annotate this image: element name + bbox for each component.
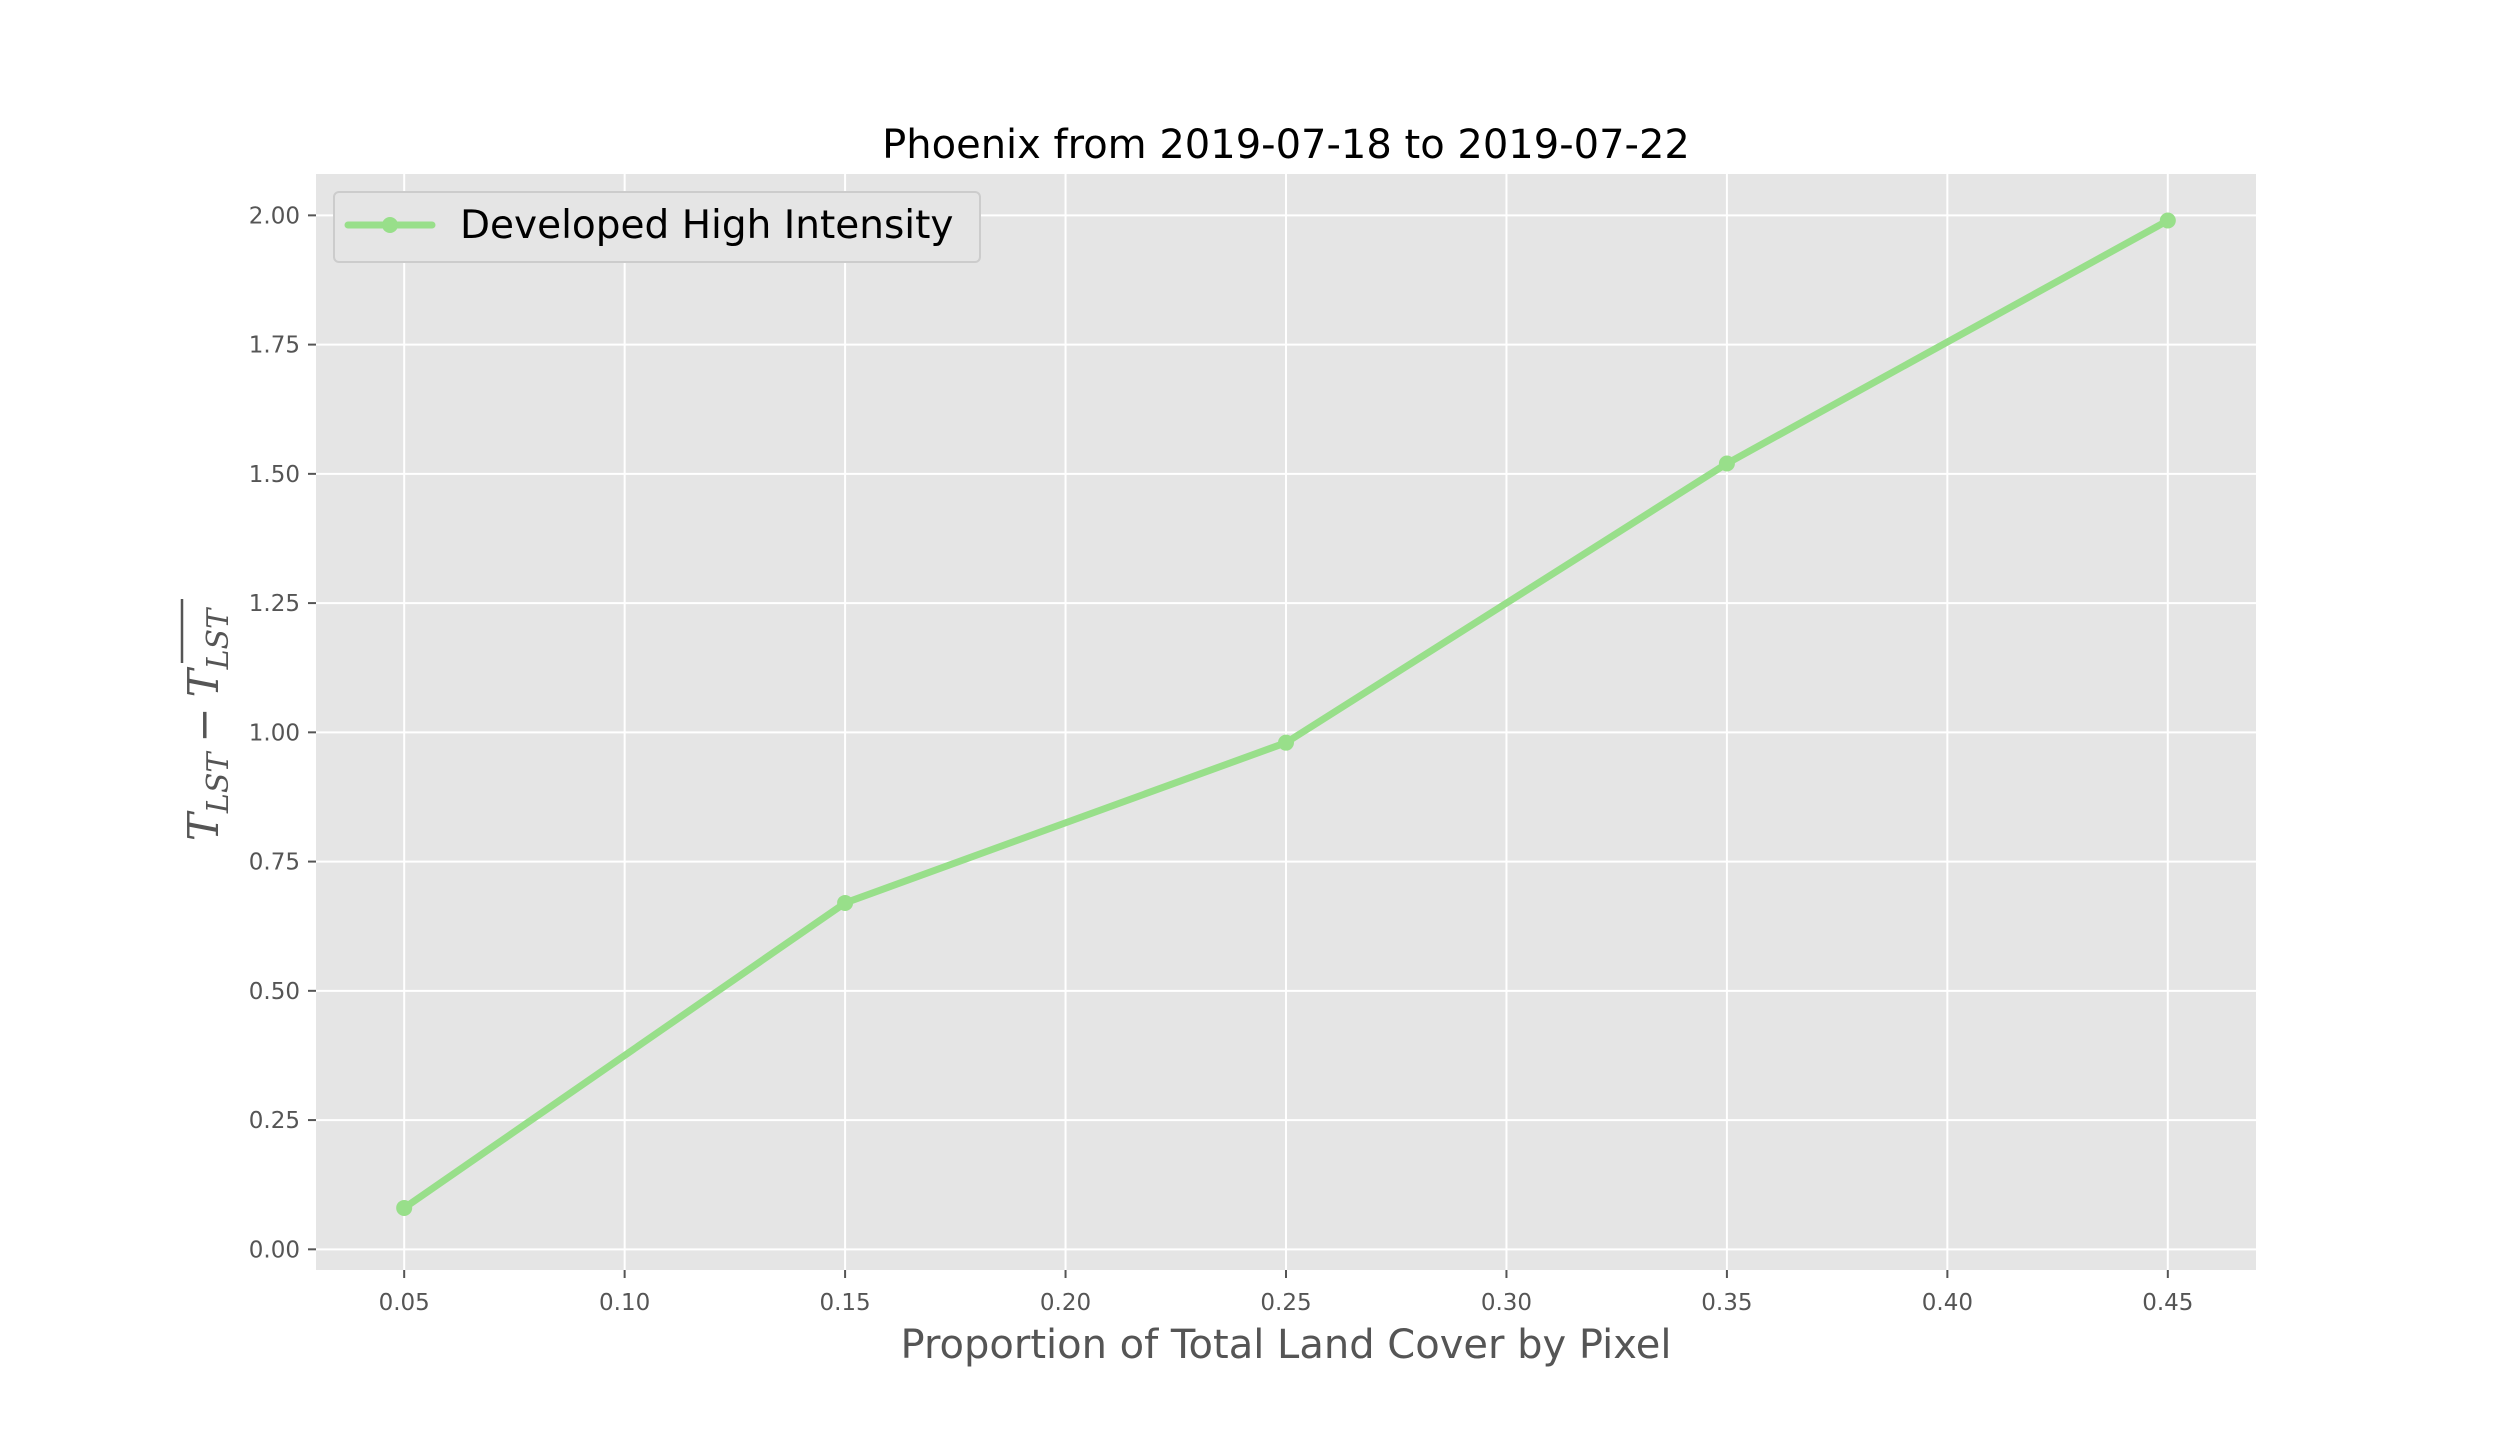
x-tick-label: 0.10 xyxy=(599,1290,650,1316)
x-tick-label: 0.45 xyxy=(2142,1290,2193,1316)
y-tick-label: 1.50 xyxy=(249,462,300,488)
axis-ticks: 0.05 0.10 0.15 0.20 0.25 0.30 0.35 0.40 0.45 0.00… xyxy=(249,203,2194,1316)
x-tick-label: 0.40 xyxy=(1922,1290,1973,1316)
legend-label: Developed High Intensity xyxy=(460,203,953,248)
y-tick-label: 1.75 xyxy=(249,333,300,359)
y-axis-label-bar-sub: LST xyxy=(201,607,236,670)
y-tick-label: 1.00 xyxy=(249,720,300,746)
x-axis-label: Proportion of Total Land Cover by Pixel xyxy=(901,1322,1672,1368)
x-tick-label: 0.30 xyxy=(1481,1290,1532,1316)
y-tick-label: 1.25 xyxy=(249,591,300,617)
data-point xyxy=(837,894,854,911)
chart-title: Phoenix from 2019-07-18 to 2019-07-22 xyxy=(882,122,1690,168)
data-point xyxy=(1278,734,1294,751)
data-point xyxy=(1718,455,1735,472)
y-tick-label: 2.00 xyxy=(249,203,300,229)
data-point xyxy=(2159,212,2176,229)
y-axis-label-operator: − xyxy=(179,707,228,742)
svg-text:TLST−TLST: TLST−TLST xyxy=(179,607,236,841)
y-axis-label: TLST−TLST xyxy=(179,599,236,841)
series-layer xyxy=(396,212,2176,1216)
data-point xyxy=(396,1199,413,1216)
x-tick-label: 0.35 xyxy=(1701,1290,1752,1316)
y-axis-label-bar-main: T xyxy=(179,666,228,697)
x-tick-label: 0.25 xyxy=(1260,1290,1311,1316)
y-tick-label: 0.75 xyxy=(249,850,300,876)
x-tick-label: 0.20 xyxy=(1040,1290,1091,1316)
x-tick-label: 0.05 xyxy=(379,1290,430,1316)
x-tick-label: 0.15 xyxy=(819,1290,870,1316)
y-axis-label-main: T xyxy=(179,810,228,841)
legend-marker-swatch xyxy=(382,217,398,233)
y-tick-label: 0.50 xyxy=(249,979,300,1005)
grid-lines xyxy=(316,174,2256,1270)
legend-box xyxy=(333,191,981,263)
legend: Developed High Intensity xyxy=(333,191,981,263)
y-axis-label-sub: LST xyxy=(201,751,236,814)
y-tick-label: 0.00 xyxy=(249,1237,300,1263)
y-tick-label: 0.25 xyxy=(249,1108,300,1134)
